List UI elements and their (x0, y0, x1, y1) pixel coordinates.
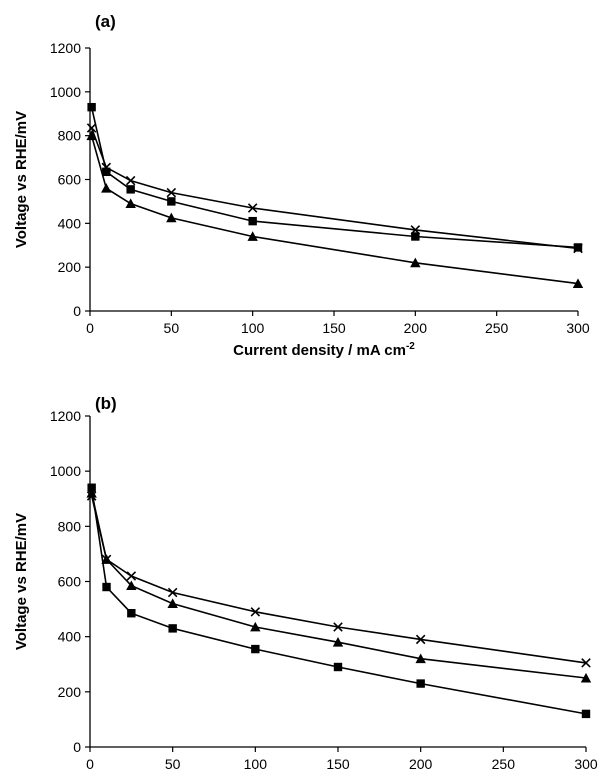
series-x (86, 123, 583, 254)
data-point-triangle (126, 580, 137, 591)
x-tick-label: 300 (566, 320, 590, 336)
data-point-square (248, 216, 257, 226)
data-point-triangle (86, 488, 97, 498)
series-line-triangle (90, 135, 579, 285)
data-point-triangle (572, 278, 584, 289)
data-point-triangle (166, 212, 177, 223)
x-tick-label: 150 (322, 320, 346, 336)
x-tick-label: 50 (164, 320, 180, 336)
data-point-x (86, 491, 97, 501)
data-point-triangle (332, 636, 344, 647)
data-point-x (410, 225, 421, 235)
x-tick-label: 0 (86, 320, 94, 336)
data-point-square (87, 102, 96, 112)
series-line-x (90, 495, 587, 664)
data-point-triangle (250, 621, 261, 632)
data-point-triangle (86, 130, 97, 141)
x-tick-label: 100 (244, 756, 268, 772)
x-axis-title: Current density / mA cm-2 (233, 341, 415, 359)
data-point-x (86, 123, 97, 133)
y-tick-label: 400 (58, 629, 82, 645)
y-tick-label: 200 (58, 259, 82, 275)
data-point-triangle (410, 257, 421, 268)
x-tick-label: 0 (86, 756, 94, 772)
panel-label: (b) (95, 394, 117, 413)
panel-label: (a) (95, 12, 116, 31)
y-tick-label: 1200 (50, 40, 81, 56)
x-tick-label: 200 (404, 320, 428, 336)
x-tick-label: 50 (165, 756, 181, 772)
y-tick-label: 400 (58, 215, 82, 231)
data-point-square (581, 709, 591, 719)
data-point-x (415, 634, 426, 645)
x-tick-label: 150 (326, 756, 350, 772)
data-point-x (166, 187, 177, 198)
data-point-x (573, 243, 583, 254)
data-point-x (247, 203, 258, 213)
data-point-triangle (167, 598, 178, 608)
y-tick-label: 600 (58, 172, 82, 188)
series-line-square (90, 487, 587, 715)
data-point-square (168, 624, 177, 633)
data-point-square (126, 185, 135, 194)
data-point-square (167, 197, 176, 206)
y-tick-label: 0 (73, 739, 81, 755)
series-line-triangle (90, 493, 587, 679)
y-tick-label: 800 (58, 518, 82, 534)
y-tick-label: 200 (58, 684, 82, 700)
data-point-square (102, 167, 111, 177)
data-point-x (333, 622, 343, 632)
data-point-square (411, 232, 420, 241)
data-point-x (101, 554, 112, 565)
x-tick-label: 250 (485, 320, 509, 336)
x-tick-label: 300 (574, 756, 598, 772)
y-tick-label: 1200 (50, 408, 81, 424)
data-point-square (102, 582, 111, 592)
data-point-x (125, 175, 136, 186)
x-tick-label: 200 (409, 756, 433, 772)
data-point-triangle (580, 672, 592, 683)
series-line-x (90, 127, 579, 250)
data-point-x (250, 607, 261, 617)
data-point-triangle (415, 653, 426, 664)
y-tick-label: 0 (73, 303, 81, 319)
x-axis-title-superscript: -2 (406, 341, 415, 352)
series-x (86, 491, 591, 668)
x-tick-label: 250 (492, 756, 516, 772)
data-point-x (581, 658, 591, 668)
data-point-square (87, 483, 96, 492)
data-point-square (127, 609, 136, 618)
series-square (87, 102, 583, 252)
y-tick-label: 1000 (50, 463, 81, 479)
data-point-square (416, 679, 425, 688)
series-triangle (86, 488, 592, 683)
y-axis-title: Voltage vs RHE/mV (13, 513, 30, 650)
chart-panel-2: (b) 0 200 400 600 800 1000 1200 0 50 100 150 200 250 3… (13, 394, 598, 772)
y-tick-label: 1000 (50, 84, 81, 100)
data-point-square (333, 662, 343, 672)
chart-panel-1: (a) 0 200 400 600 800 1000 1200 0 50 100 150 200 250 3… (13, 12, 590, 359)
y-axis-title: Voltage vs RHE/mV (13, 111, 30, 248)
series-square (87, 483, 591, 719)
x-tick-label: 100 (241, 320, 265, 336)
data-point-x (167, 587, 178, 598)
series-triangle (86, 130, 584, 289)
series-line-square (90, 107, 579, 249)
data-point-triangle (125, 198, 136, 209)
data-point-triangle (101, 183, 112, 193)
data-point-square (251, 644, 260, 654)
x-axis-title-text: Current density / mA cm (233, 342, 406, 359)
y-tick-label: 800 (58, 128, 82, 144)
data-point-triangle (247, 231, 258, 241)
data-point-x (126, 571, 137, 581)
y-tick-label: 600 (58, 574, 82, 590)
data-point-x (101, 162, 112, 173)
